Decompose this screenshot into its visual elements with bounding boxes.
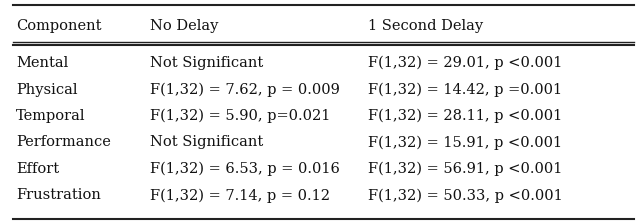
Text: F(1,32) = 15.91, p <0.001: F(1,32) = 15.91, p <0.001 xyxy=(368,135,562,150)
Text: F(1,32) = 56.91, p <0.001: F(1,32) = 56.91, p <0.001 xyxy=(368,162,563,176)
Text: 1 Second Delay: 1 Second Delay xyxy=(368,19,483,33)
Text: F(1,32) = 50.33, p <0.001: F(1,32) = 50.33, p <0.001 xyxy=(368,188,563,202)
Text: F(1,32) = 7.62, p = 0.009: F(1,32) = 7.62, p = 0.009 xyxy=(150,82,340,97)
Text: Not Significant: Not Significant xyxy=(150,136,264,149)
Text: F(1,32) = 14.42, p =0.001: F(1,32) = 14.42, p =0.001 xyxy=(368,82,562,97)
Text: F(1,32) = 7.14, p = 0.12: F(1,32) = 7.14, p = 0.12 xyxy=(150,188,330,202)
Text: F(1,32) = 5.90, p=0.021: F(1,32) = 5.90, p=0.021 xyxy=(150,109,331,123)
Text: Component: Component xyxy=(16,19,102,33)
Text: F(1,32) = 6.53, p = 0.016: F(1,32) = 6.53, p = 0.016 xyxy=(150,162,340,176)
Text: F(1,32) = 29.01, p <0.001: F(1,32) = 29.01, p <0.001 xyxy=(368,56,563,70)
Text: Mental: Mental xyxy=(16,56,68,70)
Text: No Delay: No Delay xyxy=(150,19,219,33)
Text: Physical: Physical xyxy=(16,83,77,97)
Text: Not Significant: Not Significant xyxy=(150,56,264,70)
Text: Temporal: Temporal xyxy=(16,109,86,123)
Text: Performance: Performance xyxy=(16,136,111,149)
Text: Effort: Effort xyxy=(16,162,59,176)
Text: F(1,32) = 28.11, p <0.001: F(1,32) = 28.11, p <0.001 xyxy=(368,109,563,123)
Text: Frustration: Frustration xyxy=(16,188,101,202)
